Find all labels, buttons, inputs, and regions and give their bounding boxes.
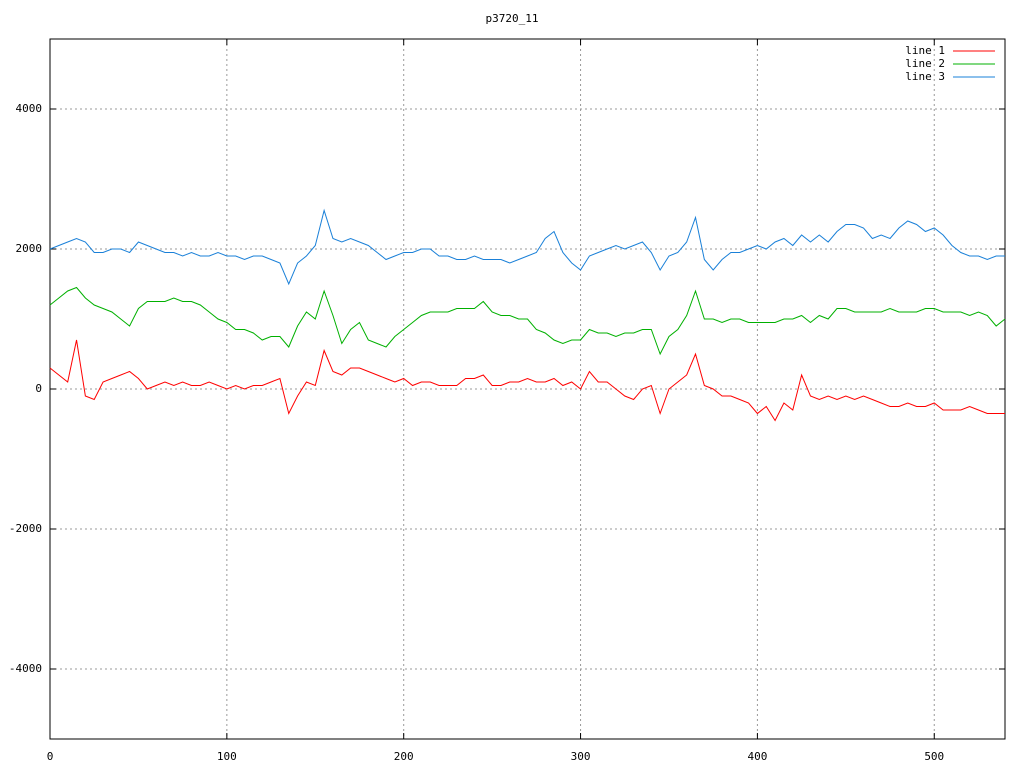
- y-tick-label: 2000: [16, 242, 43, 255]
- x-tick-label: 100: [217, 750, 237, 763]
- x-tick-label: 300: [571, 750, 591, 763]
- y-tick-label: -4000: [9, 662, 42, 675]
- y-tick-label: 0: [35, 382, 42, 395]
- data-line: [49, 339, 1005, 422]
- data-line: [49, 208, 1005, 286]
- legend-label: line 3: [905, 70, 945, 83]
- x-tick-label: 400: [747, 750, 767, 763]
- chart-title: p3720_11: [486, 12, 539, 25]
- x-tick-label: 200: [394, 750, 414, 763]
- y-tick-label: 4000: [16, 102, 43, 115]
- x-tick-label: 500: [924, 750, 944, 763]
- legend-label: line 1: [905, 44, 945, 57]
- legend-label: line 2: [905, 57, 945, 70]
- data-line: [49, 286, 1006, 356]
- x-tick-label: 0: [47, 750, 54, 763]
- plot-border: [49, 38, 1006, 740]
- y-tick-label: -2000: [9, 522, 42, 535]
